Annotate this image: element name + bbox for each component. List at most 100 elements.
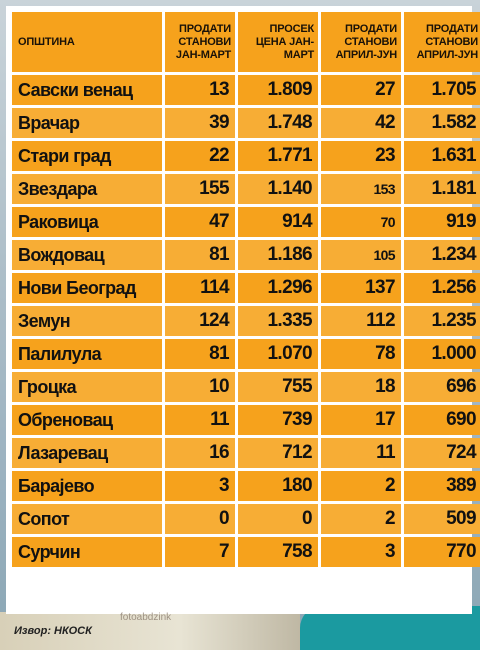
header-avg-price-jan-mar: ПРОСЕК ЦЕНА ЈАН-МАРТ	[238, 12, 318, 72]
value-cell: 1.235	[404, 306, 480, 336]
value-cell: 78	[321, 339, 401, 369]
value-cell: 1.771	[238, 141, 318, 171]
value-cell: 13	[165, 75, 235, 105]
value-cell: 1.256	[404, 273, 480, 303]
value-cell: 1.705	[404, 75, 480, 105]
value-cell: 155	[165, 174, 235, 204]
value-cell: 2	[321, 504, 401, 534]
value-cell: 1.335	[238, 306, 318, 336]
value-cell: 1.748	[238, 108, 318, 138]
table-row: Лазаревац 16 712 11 724	[12, 438, 480, 468]
value-cell: 739	[238, 405, 318, 435]
value-cell: 1.070	[238, 339, 318, 369]
table-row: Врачар 39 1.748 42 1.582	[12, 108, 480, 138]
municipality-cell: Раковица	[12, 207, 162, 237]
apartments-sales-table: ОПШТИНА ПРОДАТИ СТАНОВИ ЈАН-МАРТ ПРОСЕК …	[9, 9, 480, 570]
value-cell: 3	[165, 471, 235, 501]
municipality-cell: Палилула	[12, 339, 162, 369]
table-row: Звездара 155 1.140 153 1.181	[12, 174, 480, 204]
table-body: Савски венац 13 1.809 27 1.705 Врачар 39 1.748 4…	[12, 75, 480, 567]
value-cell: 1.140	[238, 174, 318, 204]
municipality-cell: Сурчин	[12, 537, 162, 567]
value-cell: 770	[404, 537, 480, 567]
municipality-cell: Обреновац	[12, 405, 162, 435]
table-row: Сурчин 7 758 3 770	[12, 537, 480, 567]
municipality-cell: Земун	[12, 306, 162, 336]
background-strip	[0, 612, 300, 650]
table-row: Барајево 3 180 2 389	[12, 471, 480, 501]
value-cell: 124	[165, 306, 235, 336]
municipality-cell: Барајево	[12, 471, 162, 501]
value-cell: 1.181	[404, 174, 480, 204]
value-cell: 27	[321, 75, 401, 105]
value-cell: 153	[321, 174, 401, 204]
header-sold-jan-mar: ПРОДАТИ СТАНОВИ ЈАН-МАРТ	[165, 12, 235, 72]
value-cell: 0	[238, 504, 318, 534]
value-cell: 11	[321, 438, 401, 468]
value-cell: 1.296	[238, 273, 318, 303]
table-row: Раковица 47 914 70 919	[12, 207, 480, 237]
value-cell: 17	[321, 405, 401, 435]
value-cell: 712	[238, 438, 318, 468]
municipality-cell: Савски венац	[12, 75, 162, 105]
table-row: Палилула 81 1.070 78 1.000	[12, 339, 480, 369]
value-cell: 180	[238, 471, 318, 501]
municipality-cell: Стари град	[12, 141, 162, 171]
value-cell: 0	[165, 504, 235, 534]
value-cell: 112	[321, 306, 401, 336]
watermark: fotoabdzink	[120, 612, 172, 623]
value-cell: 11	[165, 405, 235, 435]
value-cell: 70	[321, 207, 401, 237]
table-row: Земун 124 1.335 112 1.235	[12, 306, 480, 336]
value-cell: 389	[404, 471, 480, 501]
value-cell: 919	[404, 207, 480, 237]
value-cell: 1.582	[404, 108, 480, 138]
value-cell: 18	[321, 372, 401, 402]
value-cell: 137	[321, 273, 401, 303]
value-cell: 3	[321, 537, 401, 567]
value-cell: 16	[165, 438, 235, 468]
value-cell: 1.234	[404, 240, 480, 270]
municipality-cell: Сопот	[12, 504, 162, 534]
value-cell: 2	[321, 471, 401, 501]
value-cell: 1.631	[404, 141, 480, 171]
table-row: Савски венац 13 1.809 27 1.705	[12, 75, 480, 105]
value-cell: 23	[321, 141, 401, 171]
municipality-cell: Врачар	[12, 108, 162, 138]
table-row: Нови Београд 114 1.296 137 1.256	[12, 273, 480, 303]
municipality-cell: Гроцка	[12, 372, 162, 402]
municipality-cell: Вождовац	[12, 240, 162, 270]
value-cell: 81	[165, 339, 235, 369]
table-row: Гроцка 10 755 18 696	[12, 372, 480, 402]
value-cell: 47	[165, 207, 235, 237]
value-cell: 1.000	[404, 339, 480, 369]
table-row: Стари град 22 1.771 23 1.631	[12, 141, 480, 171]
value-cell: 42	[321, 108, 401, 138]
value-cell: 696	[404, 372, 480, 402]
value-cell: 22	[165, 141, 235, 171]
header-sold-apr-jun-2: ПРОДАТИ СТАНОВИ АПРИЛ-ЈУН	[404, 12, 480, 72]
source-note: Извор: НКОСК	[14, 625, 92, 637]
value-cell: 724	[404, 438, 480, 468]
value-cell: 914	[238, 207, 318, 237]
table-row: Вождовац 81 1.186 105 1.234	[12, 240, 480, 270]
value-cell: 755	[238, 372, 318, 402]
municipality-cell: Лазаревац	[12, 438, 162, 468]
value-cell: 39	[165, 108, 235, 138]
municipality-cell: Нови Београд	[12, 273, 162, 303]
municipality-cell: Звездара	[12, 174, 162, 204]
table-row: Сопот 0 0 2 509	[12, 504, 480, 534]
value-cell: 114	[165, 273, 235, 303]
header-municipality: ОПШТИНА	[12, 12, 162, 72]
value-cell: 105	[321, 240, 401, 270]
table-header-row: ОПШТИНА ПРОДАТИ СТАНОВИ ЈАН-МАРТ ПРОСЕК …	[12, 12, 480, 72]
value-cell: 7	[165, 537, 235, 567]
value-cell: 10	[165, 372, 235, 402]
table-row: Обреновац 11 739 17 690	[12, 405, 480, 435]
value-cell: 81	[165, 240, 235, 270]
value-cell: 690	[404, 405, 480, 435]
header-sold-apr-jun: ПРОДАТИ СТАНОВИ АПРИЛ-ЈУН	[321, 12, 401, 72]
value-cell: 758	[238, 537, 318, 567]
value-cell: 1.809	[238, 75, 318, 105]
value-cell: 509	[404, 504, 480, 534]
